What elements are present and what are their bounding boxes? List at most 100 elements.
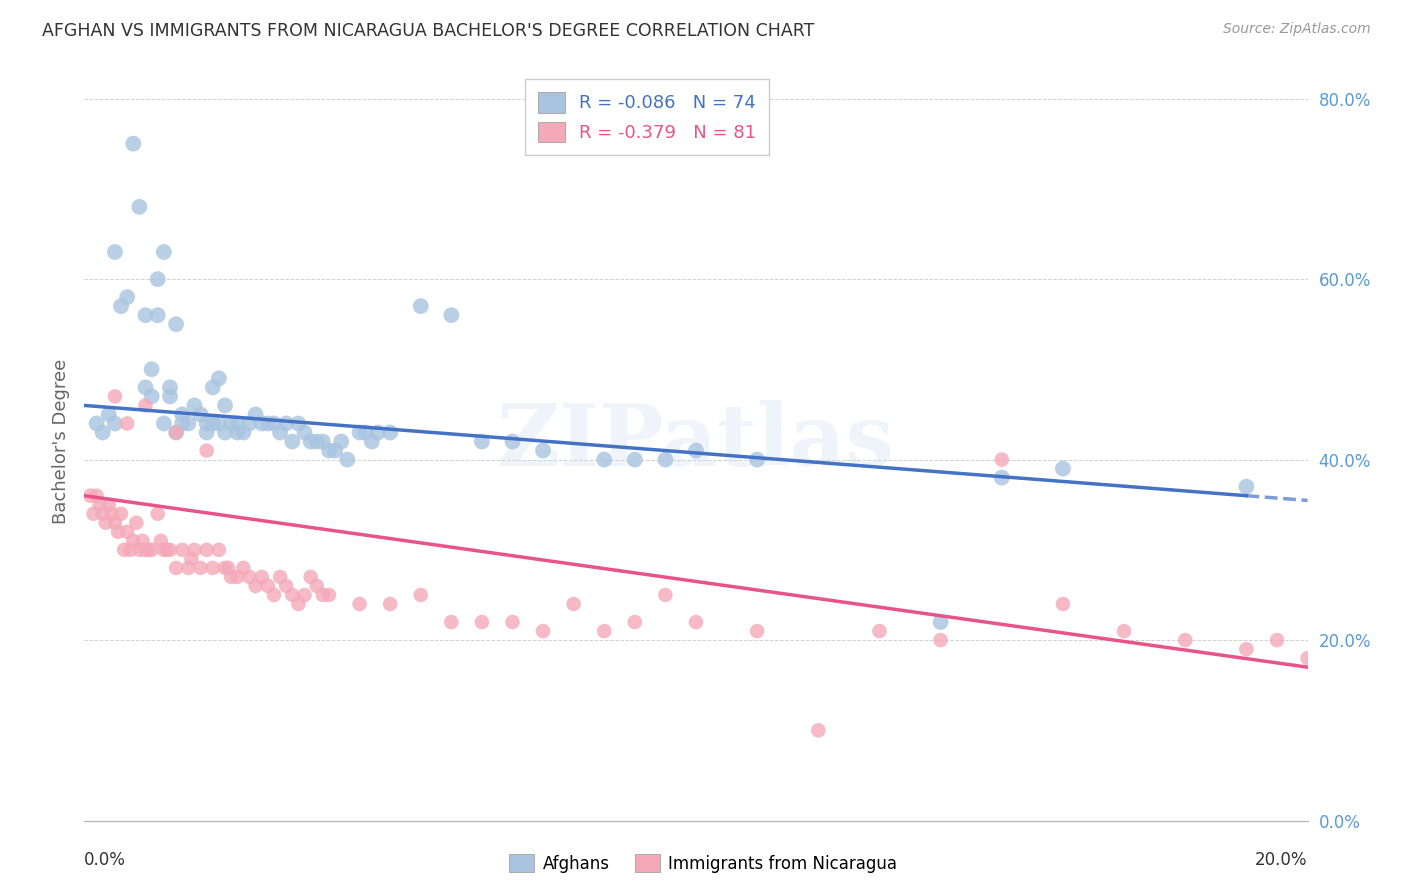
Point [502, 615, 524, 629]
Point [593, 452, 616, 467]
Point [165, 561, 187, 575]
Point [299, 434, 322, 449]
Point [214, 561, 236, 575]
Point [531, 443, 554, 458]
Point [1114, 624, 1136, 639]
Point [91, 425, 114, 440]
Point [250, 417, 273, 431]
Point [141, 362, 163, 376]
Point [409, 299, 432, 313]
Point [238, 570, 260, 584]
Point [531, 624, 554, 639]
Point [183, 399, 205, 413]
Point [159, 542, 181, 557]
Point [138, 542, 160, 557]
Point [245, 579, 267, 593]
Point [208, 417, 231, 431]
Point [349, 425, 371, 440]
Point [89, 498, 111, 512]
Point [624, 615, 647, 629]
Point [104, 417, 127, 431]
Point [201, 417, 224, 431]
Point [97, 408, 120, 422]
Point [1265, 633, 1288, 648]
Point [149, 533, 172, 548]
Point [685, 443, 707, 458]
Point [991, 452, 1014, 467]
Point [128, 542, 150, 557]
Point [172, 417, 194, 431]
Point [312, 434, 335, 449]
Point [354, 425, 377, 440]
Point [263, 588, 285, 602]
Point [83, 507, 105, 521]
Point [367, 425, 389, 440]
Point [195, 542, 218, 557]
Point [122, 136, 145, 151]
Point [299, 570, 322, 584]
Point [135, 380, 157, 394]
Point [330, 434, 353, 449]
Point [177, 417, 200, 431]
Point [104, 389, 127, 403]
Point [201, 561, 224, 575]
Point [86, 489, 108, 503]
Point [122, 533, 145, 548]
Point [86, 417, 108, 431]
Point [336, 452, 359, 467]
Point [238, 417, 260, 431]
Point [654, 588, 676, 602]
Point [624, 452, 647, 467]
Point [165, 425, 187, 440]
Point [94, 516, 117, 530]
Point [305, 579, 328, 593]
Point [287, 417, 309, 431]
Point [165, 317, 187, 331]
Point [349, 597, 371, 611]
Point [226, 425, 249, 440]
Point [747, 624, 769, 639]
Point [125, 516, 148, 530]
Point [276, 579, 298, 593]
Point [172, 408, 194, 422]
Point [135, 542, 157, 557]
Point [180, 552, 202, 566]
Point [208, 542, 231, 557]
Point [380, 425, 402, 440]
Point [1296, 651, 1319, 665]
Point [101, 507, 124, 521]
Point [1174, 633, 1197, 648]
Point [115, 417, 138, 431]
Text: AFGHAN VS IMMIGRANTS FROM NICARAGUA BACHELOR'S DEGREE CORRELATION CHART: AFGHAN VS IMMIGRANTS FROM NICARAGUA BACH… [42, 22, 814, 40]
Point [190, 561, 212, 575]
Point [219, 417, 242, 431]
Point [269, 570, 291, 584]
Point [159, 389, 181, 403]
Point [153, 244, 176, 259]
Point [195, 443, 218, 458]
Point [112, 542, 135, 557]
Point [183, 542, 205, 557]
Point [110, 507, 132, 521]
Point [929, 633, 952, 648]
Point [195, 425, 218, 440]
Text: ZIPatlas: ZIPatlas [496, 400, 896, 483]
Point [440, 615, 463, 629]
Point [115, 290, 138, 304]
Point [141, 542, 163, 557]
Point [257, 579, 280, 593]
Point [115, 524, 138, 539]
Point [177, 561, 200, 575]
Point [281, 588, 304, 602]
Point [929, 615, 952, 629]
Point [685, 615, 707, 629]
Point [232, 561, 254, 575]
Point [991, 470, 1014, 484]
Point [263, 417, 285, 431]
Point [305, 434, 328, 449]
Point [135, 399, 157, 413]
Point [562, 597, 585, 611]
Point [226, 417, 249, 431]
Point [380, 597, 402, 611]
Point [294, 425, 316, 440]
